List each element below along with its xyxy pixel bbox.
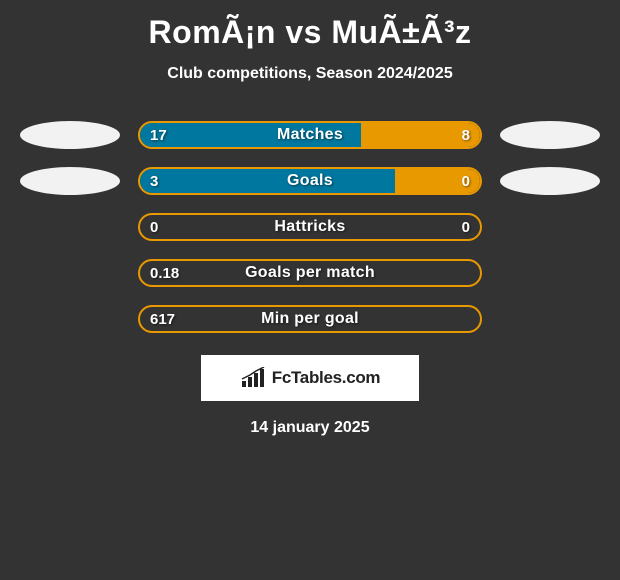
stat-bar: 00Hattricks (138, 213, 482, 241)
stat-bar: 178Matches (138, 121, 482, 149)
subtitle: Club competitions, Season 2024/2025 (0, 65, 620, 83)
player-right-ellipse (500, 167, 600, 195)
stat-label: Matches (140, 123, 480, 147)
page-title: RomÃ¡n vs MuÃ±Ã³z (0, 0, 620, 51)
stat-row: 0.18Goals per match (0, 259, 620, 287)
stat-bar: 30Goals (138, 167, 482, 195)
stat-rows: 178Matches 30Goals 00Hattricks 0.18Goals pe… (0, 121, 620, 333)
stat-label: Min per goal (140, 307, 480, 331)
stat-bar: 617Min per goal (138, 305, 482, 333)
player-left-ellipse (20, 121, 120, 149)
stat-label: Hattricks (140, 215, 480, 239)
date: 14 january 2025 (0, 419, 620, 437)
player-left-ellipse (20, 167, 120, 195)
logo-box: FcTables.com (201, 355, 419, 401)
player-right-ellipse (500, 121, 600, 149)
stat-label: Goals (140, 169, 480, 193)
stat-row: 00Hattricks (0, 213, 620, 241)
stat-label: Goals per match (140, 261, 480, 285)
stat-row: 617Min per goal (0, 305, 620, 333)
stat-bar: 0.18Goals per match (138, 259, 482, 287)
chart-icon (240, 367, 266, 389)
stat-row: 178Matches (0, 121, 620, 149)
stat-row: 30Goals (0, 167, 620, 195)
logo-text: FcTables.com (272, 368, 381, 388)
